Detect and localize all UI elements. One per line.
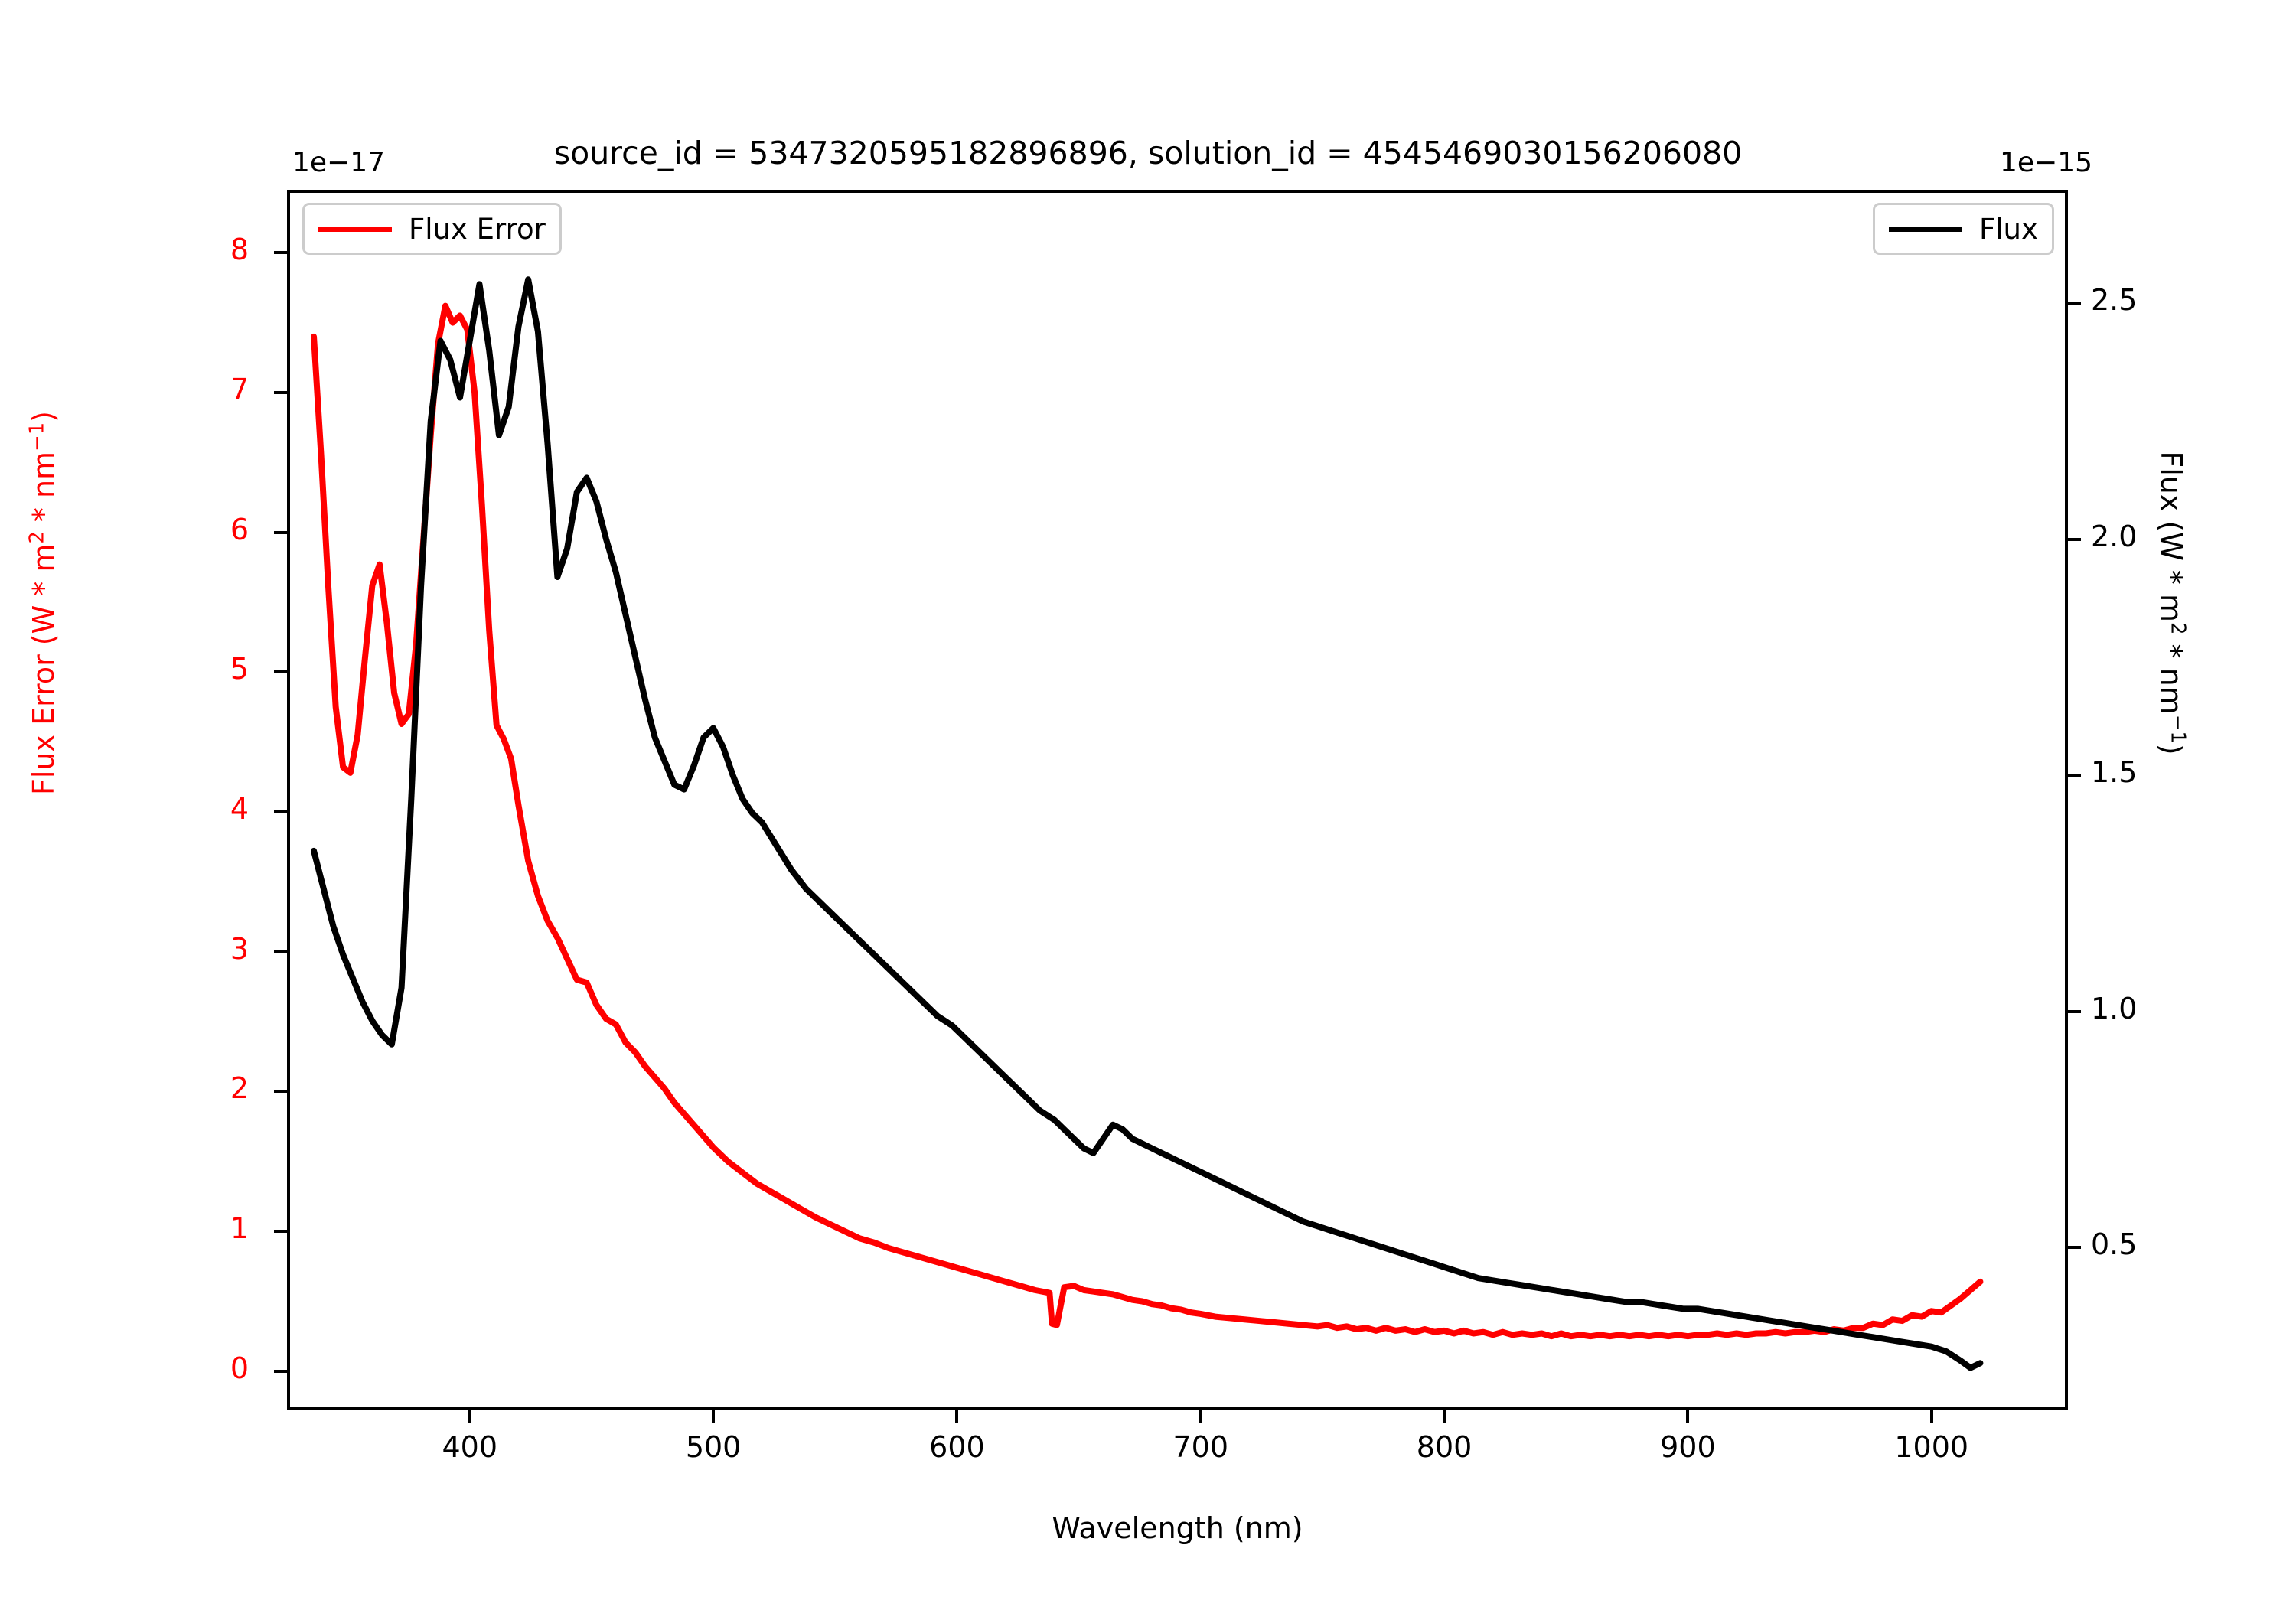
legend-line-icon-flux-error (318, 226, 392, 232)
right-y-tickmark (2068, 1009, 2081, 1013)
left-axis-title: Flux Error (W * m2 * nm−1) (25, 411, 60, 795)
left-axis-offset-label: 1e−17 (292, 147, 386, 178)
x-tick-label: 1000 (1894, 1430, 1969, 1464)
left-y-tickmark (274, 530, 287, 534)
right-y-tick-label: 0.5 (2091, 1227, 2138, 1262)
x-tickmark (1443, 1410, 1446, 1423)
right-y-tick-label: 2.0 (2091, 519, 2138, 553)
left-y-tick-label: 3 (230, 931, 249, 966)
x-tick-label: 800 (1416, 1430, 1473, 1464)
right-y-tickmark (2068, 1246, 2081, 1250)
x-tickmark (955, 1410, 959, 1423)
left-y-tick-label: 2 (230, 1071, 249, 1106)
legend-label-flux: Flux (1979, 212, 2038, 246)
left-y-tickmark (274, 1230, 287, 1234)
right-y-tick-label: 1.0 (2091, 991, 2138, 1025)
flux-line (311, 276, 1984, 1371)
right-axis-title: Flux (W * m2 * nm−1) (2154, 451, 2190, 755)
x-tick-label: 500 (685, 1430, 742, 1464)
right-y-tickmark (2068, 774, 2081, 777)
right-y-tick-label: 1.5 (2091, 755, 2138, 790)
left-y-tick-label: 6 (230, 512, 249, 546)
right-y-tickmark (2068, 537, 2081, 541)
left-y-tick-label: 5 (230, 652, 249, 686)
left-y-tickmark (274, 670, 287, 674)
x-tick-label: 700 (1172, 1430, 1228, 1464)
left-y-tick-label: 7 (230, 372, 249, 406)
left-y-tickmark (274, 390, 287, 394)
x-tick-label: 600 (929, 1430, 985, 1464)
plot-area (287, 190, 2068, 1410)
right-y-tickmark (2068, 302, 2081, 305)
legend-flux-error: Flux Error (302, 203, 562, 255)
left-y-tickmark (274, 1369, 287, 1373)
right-y-tick-label: 2.5 (2091, 283, 2138, 318)
left-y-tickmark (274, 251, 287, 255)
left-y-tick-label: 8 (230, 233, 249, 267)
left-y-tickmark (274, 810, 287, 814)
x-tick-label: 400 (442, 1430, 497, 1464)
x-tickmark (1929, 1410, 1933, 1423)
left-y-tickmark (274, 1090, 287, 1094)
left-y-tick-label: 1 (230, 1211, 249, 1246)
x-tick-label: 900 (1660, 1430, 1716, 1464)
x-axis-title: Wavelength (nm) (1052, 1511, 1303, 1545)
left-y-tick-label: 4 (230, 792, 249, 826)
x-tickmark (712, 1410, 716, 1423)
flux-error-line (311, 302, 1984, 1340)
spectrum-curves (311, 276, 1984, 1371)
left-y-tickmark (274, 950, 287, 953)
legend-line-icon-flux (1889, 226, 1962, 232)
legend-flux: Flux (1873, 203, 2054, 255)
x-tickmark (1199, 1410, 1202, 1423)
x-tickmark (468, 1410, 471, 1423)
x-tickmark (1686, 1410, 1690, 1423)
legend-label-flux-error: Flux Error (409, 212, 546, 246)
right-axis-offset-label: 1e−15 (2000, 147, 2093, 178)
page-title: source_id = 5347320595182896896, solutio… (553, 135, 1743, 171)
left-y-tick-label: 0 (230, 1351, 249, 1385)
